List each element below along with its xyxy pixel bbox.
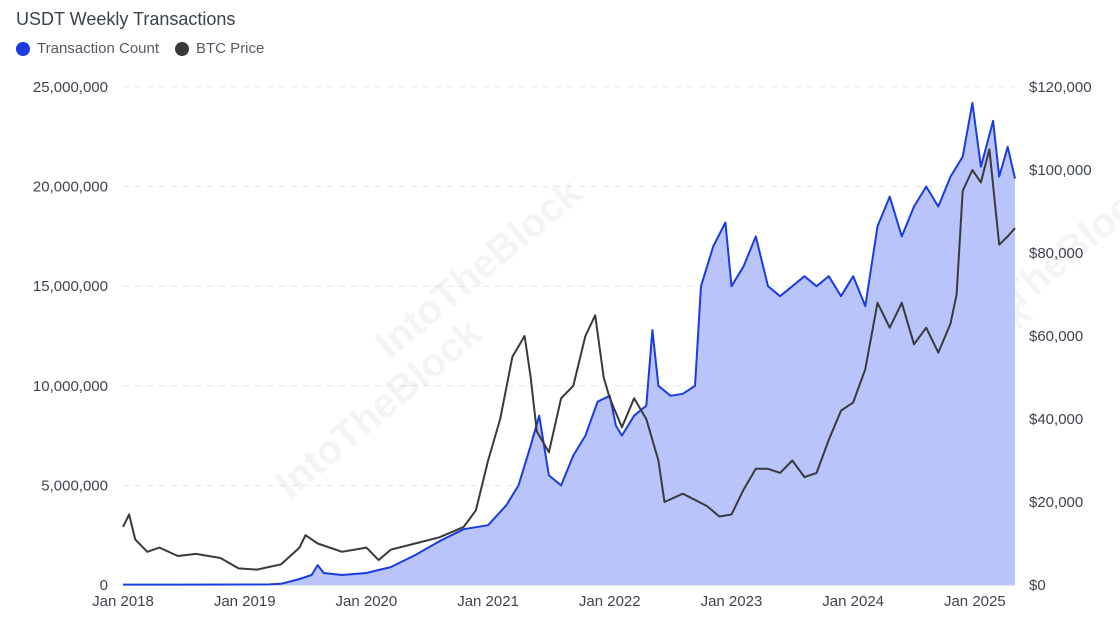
x-tick-label: Jan 2018 xyxy=(92,593,154,610)
series-line-transaction-count xyxy=(123,101,1016,586)
legend-label-transaction-count: Transaction Count xyxy=(37,40,160,57)
y-left-tick-label: 5,000,000 xyxy=(41,477,108,494)
y-right-tick-label: $20,000 xyxy=(1029,494,1083,511)
y-right-tick-label: $100,000 xyxy=(1029,162,1092,179)
x-tick-label: Jan 2024 xyxy=(822,593,884,610)
legend-dot-transaction-count xyxy=(16,41,30,56)
y-left-tick-label: 25,000,000 xyxy=(33,79,108,96)
legend-item-btc-price[interactable]: BTC Price xyxy=(175,40,264,57)
y-right-tick-label: $80,000 xyxy=(1029,245,1083,262)
y-left-tick-label: 10,000,000 xyxy=(33,378,108,395)
y-left-tick-label: 20,000,000 xyxy=(33,179,108,196)
legend-label-btc-price: BTC Price xyxy=(196,40,265,57)
x-tick-label: Jan 2025 xyxy=(944,593,1006,610)
x-tick-label: Jan 2023 xyxy=(701,593,763,610)
y-right-tick-label: $120,000 xyxy=(1029,79,1092,96)
legend: Transaction Count BTC Price xyxy=(16,40,280,57)
y-left-tick-label: 0 xyxy=(100,577,108,594)
y-right-tick-label: $0 xyxy=(1029,577,1046,594)
chart-title: USDT Weekly Transactions xyxy=(16,9,236,29)
x-tick-label: Jan 2020 xyxy=(336,593,398,610)
y-left-tick-label: 15,000,000 xyxy=(33,278,108,295)
y-right-tick-label: $40,000 xyxy=(1029,411,1083,428)
legend-item-transaction-count[interactable]: Transaction Count xyxy=(16,40,159,57)
x-tick-label: Jan 2021 xyxy=(457,593,519,610)
y-right-tick-label: $60,000 xyxy=(1029,328,1083,345)
x-axis: Jan 2018 Jan 2019 Jan 2020 Jan 2021 Jan 2022… xyxy=(92,593,1006,610)
y-axis-right: $0 $20,000 $40,000 $60,000 $80,000 $100,000 $1… xyxy=(1029,79,1092,594)
series-area-transaction-count xyxy=(123,102,1015,586)
y-axis-left: 0 5,000,000 10,000,000 15,000,000 20,000,000… xyxy=(33,79,108,594)
x-tick-label: Jan 2019 xyxy=(214,593,276,610)
series-line-btc-price xyxy=(122,148,1016,571)
x-tick-label: Jan 2022 xyxy=(579,593,641,610)
legend-dot-btc-price xyxy=(175,41,190,56)
